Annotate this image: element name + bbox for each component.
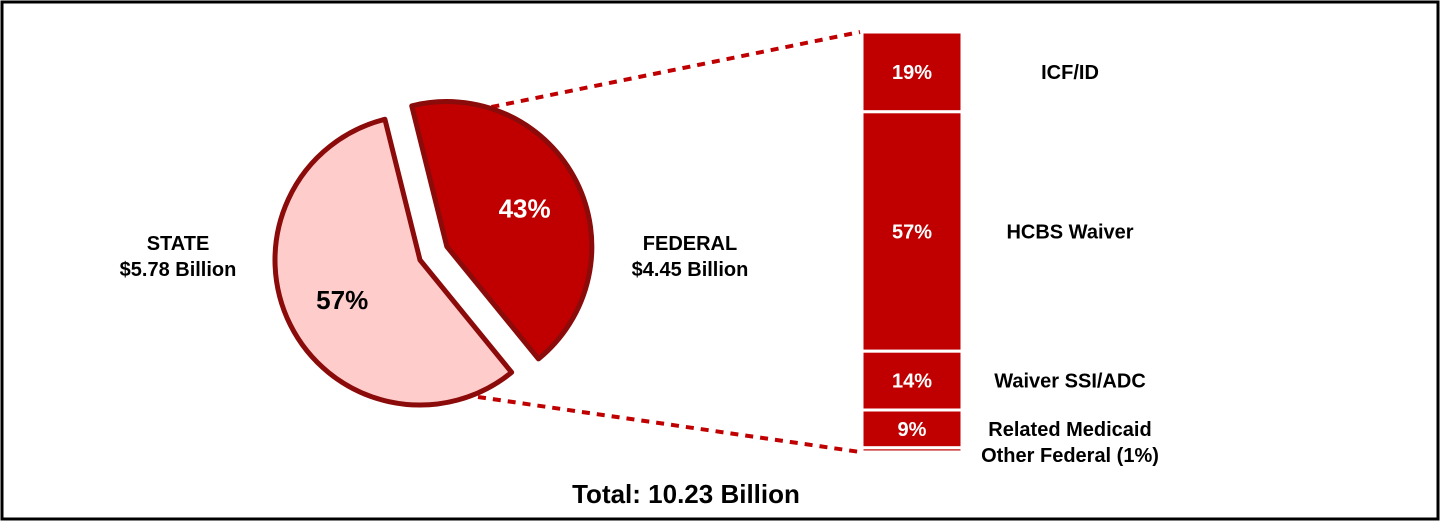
state-amount: $5.78 Billion [120, 259, 237, 281]
bar-segment-hcbs-waiver [860, 110, 964, 353]
bar-category-icf-id: ICF/ID [1041, 62, 1099, 84]
connector-line-top [461, 30, 861, 115]
bar-segment-other-federal-1 [860, 446, 964, 454]
pie-slice-federal [409, 99, 595, 362]
federal-label: FEDERAL [643, 233, 737, 255]
federal-amount: $4.45 Billion [632, 259, 749, 281]
bar-category-hcbs-waiver: HCBS Waiver [1006, 222, 1133, 244]
bar-value-icf-id: 19% [892, 62, 932, 84]
bar-segment-waiver-ssi-adc [860, 349, 964, 412]
bar-category-other-federal-1: Other Federal (1%) [981, 445, 1159, 467]
total-label: Total: 10.23 Billion [572, 479, 800, 509]
pie-label-federal: 43% [499, 194, 551, 224]
bar-value-related-medicaid: 9% [898, 419, 927, 441]
connector-line-bottom [477, 395, 861, 454]
stacked-bar-chart: 19% ICF/ID 57% HCBS Waiver 14% Waiver SSI/ADC… [860, 30, 1159, 467]
state-label: STATE [147, 233, 210, 255]
pie-chart: 57% 43% [272, 99, 595, 408]
bar-category-related-medicaid: Related Medicaid [988, 419, 1151, 441]
bar-value-hcbs-waiver: 57% [892, 222, 932, 244]
bar-value-waiver-ssi-adc: 14% [892, 371, 932, 393]
pie-label-state: 57% [316, 285, 368, 315]
pie-slice-state [272, 116, 515, 408]
bar-segment-related-medicaid [860, 408, 964, 450]
bar-category-waiver-ssi-adc: Waiver SSI/ADC [994, 371, 1146, 393]
